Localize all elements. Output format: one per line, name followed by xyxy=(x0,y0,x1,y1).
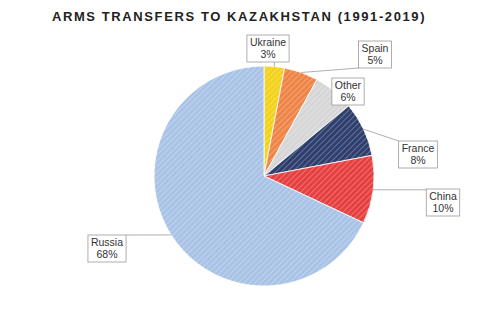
leader-line xyxy=(364,129,399,141)
label-category: Ukraine xyxy=(250,36,286,48)
label-box xyxy=(359,41,392,68)
label-value: 10% xyxy=(432,202,453,214)
label-category: France xyxy=(402,142,435,154)
pie-slice xyxy=(154,66,364,286)
label-category: Other xyxy=(335,79,362,91)
label-category: Spain xyxy=(362,42,389,54)
label-box xyxy=(88,235,126,262)
chart: ARMS TRANSFERS TO KAZAKHSTAN (1991-2019)… xyxy=(0,0,478,314)
leader-line xyxy=(126,234,171,235)
slice-label: Russia68% xyxy=(88,235,126,262)
label-value: 6% xyxy=(340,91,355,103)
slices xyxy=(154,66,374,286)
labels: Ukraine3%Spain5%Other6%France8%China10%R… xyxy=(88,35,460,262)
chart-title: ARMS TRANSFERS TO KAZAKHSTAN (1991-2019) xyxy=(52,9,426,24)
label-category: Russia xyxy=(91,236,123,248)
leader-line xyxy=(373,189,426,190)
label-value: 5% xyxy=(367,54,382,66)
slice-label: Ukraine3% xyxy=(247,35,289,62)
slice-label: China10% xyxy=(426,189,459,216)
slice-label: Spain5% xyxy=(359,41,392,68)
label-box xyxy=(247,35,289,62)
label-box xyxy=(332,78,364,105)
leader-line xyxy=(301,68,358,73)
slice-label: France8% xyxy=(399,141,438,168)
label-value: 68% xyxy=(96,248,117,260)
label-category: China xyxy=(429,190,457,202)
slice-label: Other6% xyxy=(332,78,364,105)
label-box xyxy=(426,189,459,216)
leader-line xyxy=(274,62,275,66)
label-box xyxy=(399,141,438,168)
label-value: 8% xyxy=(410,154,425,166)
label-value: 3% xyxy=(260,48,275,60)
